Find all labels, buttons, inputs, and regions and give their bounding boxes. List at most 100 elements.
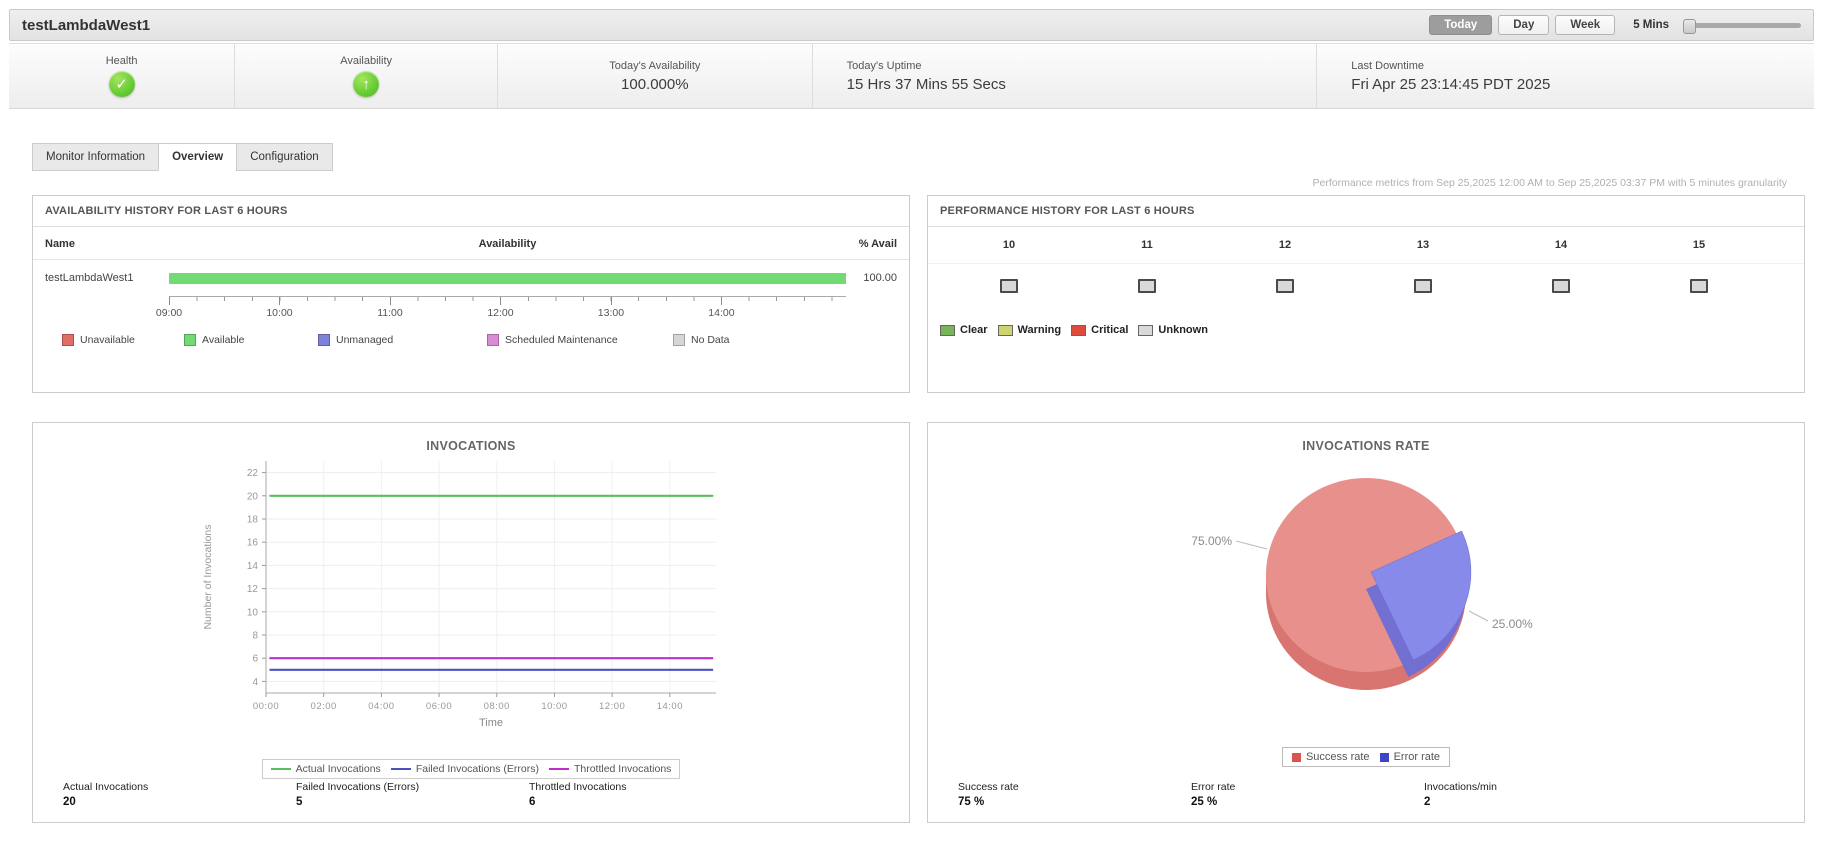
legend-swatch bbox=[1379, 752, 1389, 762]
up-arrow-circle-icon: ↑ bbox=[353, 71, 380, 97]
legend-label: Warning bbox=[1017, 324, 1062, 336]
legend-item-error-rate[interactable]: Error rate bbox=[1379, 751, 1440, 763]
availability-history-panel: AVAILABILITY HISTORY FOR LAST 6 HOURS Na… bbox=[32, 195, 910, 393]
stat-invocations-min: Invocations/min 2 bbox=[1424, 781, 1657, 808]
legend-item-unmanaged[interactable]: Unmanaged bbox=[318, 334, 393, 346]
col-header-availability: Availability bbox=[478, 238, 537, 250]
y-tick-label: 18 bbox=[247, 515, 259, 526]
performance-status-box-unknown[interactable] bbox=[1552, 279, 1570, 293]
stat-value: 5 bbox=[296, 796, 303, 808]
legend-item-warning[interactable]: Warning bbox=[997, 324, 1062, 336]
status-strip: Health ✓ Availability ↑ Today's Availability… bbox=[9, 43, 1814, 109]
performance-box-cell bbox=[1354, 279, 1492, 293]
stat-label: Success rate bbox=[958, 781, 1019, 793]
status-label: Health bbox=[105, 55, 138, 67]
period-button-group: Today Day Week bbox=[1429, 15, 1616, 35]
stat-throttled-invocations: Throttled Invocations 6 bbox=[529, 781, 762, 808]
monitor-name: testLambdaWest1 bbox=[45, 272, 134, 284]
axis-tick-label: 12:00 bbox=[487, 307, 514, 319]
leader-line-error bbox=[1468, 610, 1489, 622]
performance-boxes-row bbox=[928, 264, 1804, 308]
performance-status-box-unknown[interactable] bbox=[1414, 279, 1432, 293]
availability-legend: Unavailable Available Unmanaged Scheduled M… bbox=[33, 326, 909, 362]
performance-panel-title: PERFORMANCE HISTORY FOR LAST 6 HOURS bbox=[928, 196, 1804, 227]
legend-label: Actual Invocations bbox=[295, 763, 381, 775]
period-button-today[interactable]: Today bbox=[1429, 15, 1493, 35]
availability-axis-row: 09:00 10:00 11:00 12:00 13:00 14:00 bbox=[33, 296, 909, 326]
performance-status-box-unknown[interactable] bbox=[1276, 279, 1294, 293]
legend-item-clear[interactable]: Clear bbox=[940, 324, 988, 336]
invocations-chart-legend: Actual Invocations Failed Invocations (Er… bbox=[261, 759, 681, 779]
pie-label-success-rate: 75.00% bbox=[1191, 534, 1232, 548]
performance-hours-row: 10 11 12 13 14 15 bbox=[928, 227, 1804, 264]
performance-hour-10: 10 bbox=[1002, 239, 1016, 251]
y-axis-label: Number of Invocations bbox=[202, 524, 214, 629]
y-tick-label: 12 bbox=[247, 584, 259, 595]
invocations-stats-row: Actual Invocations 20 Failed Invocations (… bbox=[33, 781, 909, 822]
invocations-rate-chart-title: INVOCATIONS RATE bbox=[1302, 439, 1430, 453]
title-bar-controls: Today Day Week 5 Mins bbox=[1429, 15, 1801, 35]
period-button-day[interactable]: Day bbox=[1498, 15, 1550, 35]
col-header-pct-avail: % Avail bbox=[858, 238, 897, 250]
legend-swatch bbox=[940, 324, 955, 336]
legend-label: Scheduled Maintenance bbox=[505, 334, 618, 346]
rate-stats-row: Success rate 75 % Error rate 25 % Invocation… bbox=[928, 781, 1804, 822]
legend-item-throttled-invocations[interactable]: Throttled Invocations bbox=[548, 763, 671, 775]
invocations-rate-pie-chart: 75.00% 25.00% bbox=[1191, 478, 1533, 690]
x-axis-label: Time bbox=[479, 717, 503, 729]
performance-history-panel: PERFORMANCE HISTORY FOR LAST 6 HOURS 10 1… bbox=[927, 195, 1805, 393]
performance-status-box-unknown[interactable] bbox=[1000, 279, 1018, 293]
slider-handle[interactable] bbox=[1683, 19, 1696, 34]
legend-item-success-rate[interactable]: Success rate bbox=[1291, 751, 1370, 763]
axis-tick-label: 11:00 bbox=[377, 307, 403, 319]
performance-status-box-unknown[interactable] bbox=[1690, 279, 1708, 293]
granularity-slider[interactable] bbox=[1683, 17, 1801, 34]
axis-tick-label: 13:00 bbox=[597, 307, 625, 319]
x-tick-label: 12:00 bbox=[599, 701, 625, 712]
performance-box-cell bbox=[1078, 279, 1216, 293]
status-cell-last-downtime: Last Downtime Fri Apr 25 23:14:45 PDT 202… bbox=[1317, 44, 1814, 108]
x-tick-label: 04:00 bbox=[368, 701, 394, 712]
tab-monitor-information[interactable]: Monitor Information bbox=[32, 143, 160, 171]
stat-label: Invocations/min bbox=[1424, 781, 1497, 793]
performance-status-box-unknown[interactable] bbox=[1138, 279, 1156, 293]
availability-bar-cell bbox=[169, 272, 846, 284]
status-value: Fri Apr 25 23:14:45 PDT 2025 bbox=[1351, 75, 1551, 93]
y-tick-label: 6 bbox=[252, 654, 258, 665]
period-button-week[interactable]: Week bbox=[1555, 15, 1616, 35]
title-bar: testLambdaWest1 Today Day Week 5 Mins bbox=[9, 9, 1814, 41]
availability-bar[interactable] bbox=[169, 272, 846, 284]
tab-configuration[interactable]: Configuration bbox=[236, 143, 333, 171]
legend-item-no-data[interactable]: No Data bbox=[673, 334, 730, 346]
tab-overview[interactable]: Overview bbox=[158, 143, 238, 171]
tabs-row: Monitor Information Overview Configuration bbox=[32, 143, 1814, 171]
legend-swatch bbox=[318, 334, 330, 346]
performance-hour-14: 14 bbox=[1554, 239, 1568, 251]
legend-item-scheduled-maintenance[interactable]: Scheduled Maintenance bbox=[487, 334, 618, 346]
legend-dash bbox=[390, 767, 411, 771]
legend-item-failed-invocations-errors-[interactable]: Failed Invocations (Errors) bbox=[390, 763, 539, 775]
invocations-chart-area: 4 6 8 10 12 14 16 18 20 22 00:00 02:00 04:00 06:00 08:… bbox=[33, 453, 909, 781]
legend-item-actual-invocations[interactable]: Actual Invocations bbox=[270, 763, 381, 775]
x-tick-label: 06:00 bbox=[426, 701, 452, 712]
slider-track[interactable] bbox=[1683, 23, 1801, 28]
legend-item-available[interactable]: Available bbox=[184, 334, 244, 346]
stat-value: 2 bbox=[1424, 796, 1431, 808]
status-label: Today's Uptime bbox=[846, 59, 922, 72]
legend-item-unavailable[interactable]: Unavailable bbox=[62, 334, 135, 346]
legend-dash bbox=[548, 767, 569, 771]
stat-label: Failed Invocations (Errors) bbox=[296, 781, 420, 793]
legend-item-critical[interactable]: Critical bbox=[1071, 324, 1128, 336]
status-value: 100.000% bbox=[621, 75, 689, 93]
table-row: testLambdaWest1 100.00 bbox=[33, 260, 909, 296]
legend-label: Critical bbox=[1091, 324, 1129, 336]
legend-label: Available bbox=[202, 334, 245, 346]
stat-error-rate: Error rate 25 % bbox=[1191, 781, 1424, 808]
axis-tick-label: 14:00 bbox=[708, 307, 735, 319]
granularity-label: 5 Mins bbox=[1633, 19, 1669, 31]
availability-time-axis: 09:00 10:00 11:00 12:00 13:00 14:00 bbox=[156, 296, 846, 326]
performance-legend: Clear Warning Critical Unknown bbox=[928, 308, 1804, 336]
status-cell-availability: Availability ↑ bbox=[235, 44, 498, 108]
legend-item-unknown[interactable]: Unknown bbox=[1138, 324, 1208, 336]
stat-value: 20 bbox=[63, 796, 76, 808]
